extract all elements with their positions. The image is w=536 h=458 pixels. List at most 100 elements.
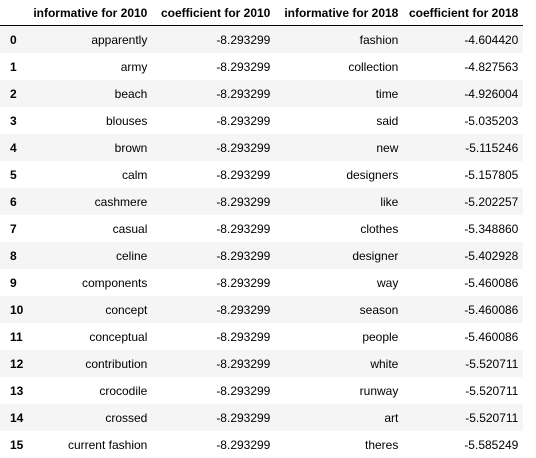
header-coefficient-2018: coefficient for 2018 <box>403 0 523 26</box>
informative-2018-cell: people <box>275 323 403 350</box>
row-index: 3 <box>0 107 28 134</box>
informative-2018-cell: theres <box>275 431 403 458</box>
informative-2010-cell: contribution <box>28 350 152 377</box>
coefficient-2010-cell: -8.293299 <box>152 80 275 107</box>
informative-2010-cell: army <box>28 53 152 80</box>
informative-2010-cell: cashmere <box>28 188 152 215</box>
informative-2010-cell: concept <box>28 296 152 323</box>
coefficient-2018-cell: -4.604420 <box>403 26 523 54</box>
row-index: 13 <box>0 377 28 404</box>
informative-2010-cell: calm <box>28 161 152 188</box>
coefficient-2010-cell: -8.293299 <box>152 107 275 134</box>
row-index: 9 <box>0 269 28 296</box>
coefficient-2010-cell: -8.293299 <box>152 350 275 377</box>
coefficient-2018-cell: -5.115246 <box>403 134 523 161</box>
coefficient-2018-cell: -5.585249 <box>403 431 523 458</box>
coefficient-2018-cell: -5.460086 <box>403 323 523 350</box>
header-row: informative for 2010 coefficient for 201… <box>0 0 523 26</box>
row-index: 8 <box>0 242 28 269</box>
informative-2018-cell: season <box>275 296 403 323</box>
informative-2018-cell: way <box>275 269 403 296</box>
coefficient-2010-cell: -8.293299 <box>152 296 275 323</box>
coefficient-2010-cell: -8.293299 <box>152 242 275 269</box>
header-coefficient-2010: coefficient for 2010 <box>152 0 275 26</box>
coefficient-2010-cell: -8.293299 <box>152 134 275 161</box>
informative-2010-cell: current fashion <box>28 431 152 458</box>
informative-2018-cell: time <box>275 80 403 107</box>
coefficient-2010-cell: -8.293299 <box>152 161 275 188</box>
informative-2010-cell: casual <box>28 215 152 242</box>
coefficient-2018-cell: -5.520711 <box>403 404 523 431</box>
informative-2018-cell: said <box>275 107 403 134</box>
coefficient-2010-cell: -8.293299 <box>152 188 275 215</box>
row-index: 2 <box>0 80 28 107</box>
row-index: 0 <box>0 26 28 54</box>
row-index: 10 <box>0 296 28 323</box>
informative-2010-cell: celine <box>28 242 152 269</box>
coefficient-2018-cell: -5.460086 <box>403 269 523 296</box>
row-index: 7 <box>0 215 28 242</box>
coefficient-2018-cell: -5.202257 <box>403 188 523 215</box>
row-index: 5 <box>0 161 28 188</box>
coefficient-2018-cell: -5.520711 <box>403 377 523 404</box>
coefficient-2018-cell: -5.402928 <box>403 242 523 269</box>
informative-2018-cell: designers <box>275 161 403 188</box>
informative-2018-cell: runway <box>275 377 403 404</box>
coefficient-2010-cell: -8.293299 <box>152 377 275 404</box>
informative-2010-cell: crocodile <box>28 377 152 404</box>
index-header <box>0 0 28 26</box>
table-header: informative for 2010 coefficient for 201… <box>0 0 523 26</box>
informative-2018-cell: like <box>275 188 403 215</box>
coefficient-2018-cell: -5.348860 <box>403 215 523 242</box>
informative-2018-cell: new <box>275 134 403 161</box>
informative-2018-cell: clothes <box>275 215 403 242</box>
informative-2018-cell: collection <box>275 53 403 80</box>
row-index: 11 <box>0 323 28 350</box>
informative-2010-cell: crossed <box>28 404 152 431</box>
informative-2010-cell: blouses <box>28 107 152 134</box>
informative-2010-cell: components <box>28 269 152 296</box>
coefficient-2010-cell: -8.293299 <box>152 323 275 350</box>
header-informative-2010: informative for 2010 <box>28 0 152 26</box>
row-index: 6 <box>0 188 28 215</box>
coefficient-2010-cell: -8.293299 <box>152 26 275 54</box>
coefficient-2018-cell: -5.520711 <box>403 350 523 377</box>
informative-2010-cell: apparently <box>28 26 152 54</box>
informative-2010-cell: conceptual <box>28 323 152 350</box>
informative-2018-cell: art <box>275 404 403 431</box>
row-index: 14 <box>0 404 28 431</box>
coefficient-2018-cell: -4.926004 <box>403 80 523 107</box>
row-index: 15 <box>0 431 28 458</box>
coefficient-2018-cell: -5.035203 <box>403 107 523 134</box>
coefficient-2010-cell: -8.293299 <box>152 431 275 458</box>
dataframe-table: informative for 2010 coefficient for 201… <box>0 0 523 458</box>
row-index: 4 <box>0 134 28 161</box>
informative-2010-cell: brown <box>28 134 152 161</box>
coefficient-2010-cell: -8.293299 <box>152 53 275 80</box>
informative-2018-cell: white <box>275 350 403 377</box>
coefficient-2018-cell: -5.157805 <box>403 161 523 188</box>
coefficient-2010-cell: -8.293299 <box>152 215 275 242</box>
informative-2018-cell: fashion <box>275 26 403 54</box>
row-index: 12 <box>0 350 28 377</box>
row-index: 1 <box>0 53 28 80</box>
coefficient-2018-cell: -4.827563 <box>403 53 523 80</box>
header-informative-2018: informative for 2018 <box>275 0 403 26</box>
coefficient-2010-cell: -8.293299 <box>152 404 275 431</box>
